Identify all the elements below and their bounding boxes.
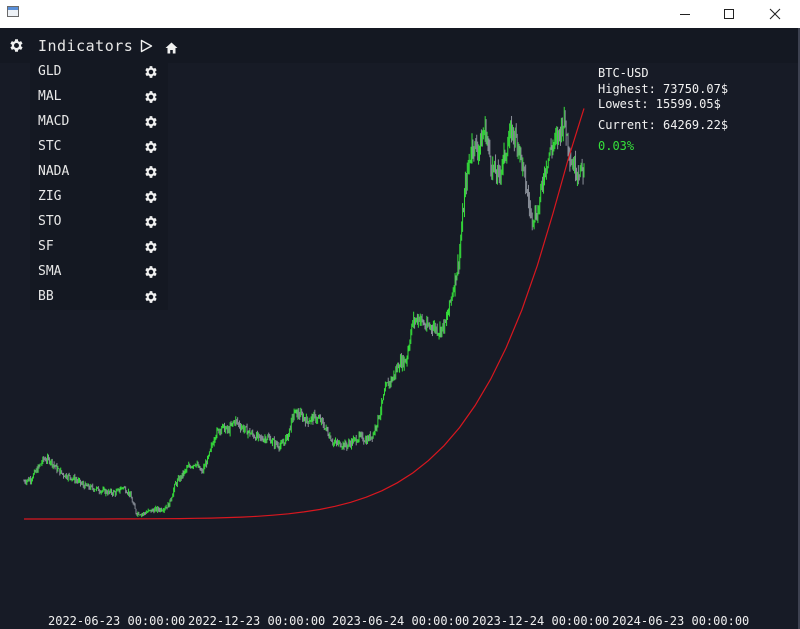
play-button[interactable] [140, 38, 153, 57]
indicator-item-zig[interactable]: ZIG [30, 185, 168, 210]
indicator-label: MAL [38, 89, 62, 104]
indicator-settings-button[interactable] [143, 89, 159, 109]
indicator-item-bb[interactable]: BB [30, 285, 168, 310]
price-chart[interactable] [0, 63, 798, 614]
indicator-item-sto[interactable]: STO [30, 210, 168, 235]
maximize-button[interactable] [706, 0, 752, 28]
gear-icon [145, 216, 157, 228]
indicator-settings-button[interactable] [143, 114, 159, 134]
indicator-label: SMA [38, 264, 62, 279]
indicator-settings-button[interactable] [143, 239, 159, 259]
gear-icon [145, 166, 157, 178]
price-series [23, 106, 585, 518]
indicator-settings-button[interactable] [143, 164, 159, 184]
indicator-label: STO [38, 214, 62, 229]
indicator-settings-button[interactable] [143, 64, 159, 84]
indicator-item-nada[interactable]: NADA [30, 160, 168, 185]
indicator-item-gld[interactable]: GLD [30, 60, 168, 85]
gear-icon [145, 116, 157, 128]
indicator-label: BB [38, 289, 54, 304]
minimize-icon [680, 14, 690, 15]
gear-icon [145, 241, 157, 253]
indicator-item-stc[interactable]: STC [30, 135, 168, 160]
indicator-label: MACD [38, 114, 70, 129]
indicator-item-sma[interactable]: SMA [30, 260, 168, 285]
indicator-settings-button[interactable] [143, 289, 159, 309]
minimize-button[interactable] [662, 0, 708, 28]
settings-button[interactable] [8, 37, 25, 58]
indicator-label: GLD [38, 64, 62, 79]
title-bar [0, 0, 800, 28]
indicator-label: NADA [38, 164, 70, 179]
play-icon [140, 39, 153, 53]
gear-icon [145, 66, 157, 78]
current-value: Current: 64269.22$ [598, 117, 729, 132]
close-icon [769, 8, 781, 20]
maximize-icon [724, 9, 734, 19]
indicator-label: ZIG [38, 189, 62, 204]
toolbar: Indicators [0, 28, 798, 63]
indicator-settings-button[interactable] [143, 139, 159, 159]
indicators-menu[interactable]: Indicators [38, 37, 134, 55]
symbol-label: BTC-USD [598, 66, 649, 80]
x-axis: 2022-06-23 00:00:00 2022-12-23 00:00:00 20… [0, 614, 800, 629]
x-tick-label: 2022-12-23 00:00:00 [188, 614, 326, 628]
indicator-settings-button[interactable] [143, 189, 159, 209]
app-icon [7, 6, 19, 17]
lowest-value: Lowest: 15599.05$ [598, 97, 721, 111]
indicator-settings-button[interactable] [143, 214, 159, 234]
indicator-item-sf[interactable]: SF [30, 235, 168, 260]
indicator-list: GLD MAL MACD STC NADA ZIG STO SF SMA BB [30, 60, 168, 310]
close-button[interactable] [752, 0, 798, 28]
indicator-label: STC [38, 139, 62, 154]
x-tick-label: 2023-06-24 00:00:00 [332, 614, 470, 628]
gear-icon [145, 191, 157, 203]
gear-icon [145, 141, 157, 153]
x-tick-label: 2023-12-24 00:00:00 [472, 614, 610, 628]
stats-panel: BTC-USD Highest: 73750.07$ Lowest: 15599… [598, 66, 728, 155]
indicator-item-macd[interactable]: MACD [30, 110, 168, 135]
gear-icon [145, 91, 157, 103]
window-border [798, 28, 800, 629]
home-button[interactable] [165, 39, 178, 58]
highest-value: Highest: 73750.07$ [598, 81, 729, 96]
indicator-label: SF [38, 239, 54, 254]
home-icon [165, 42, 178, 54]
gear-icon [145, 291, 157, 303]
change-percent: 0.03% [598, 139, 635, 153]
x-tick-label: 2022-06-23 00:00:00 [48, 614, 186, 628]
indicator-settings-button[interactable] [143, 264, 159, 284]
gear-icon [10, 39, 23, 52]
trend-line [24, 108, 585, 520]
indicator-item-mal[interactable]: MAL [30, 85, 168, 110]
x-tick-label: 2024-06-23 00:00:00 [612, 614, 750, 628]
gear-icon [145, 266, 157, 278]
